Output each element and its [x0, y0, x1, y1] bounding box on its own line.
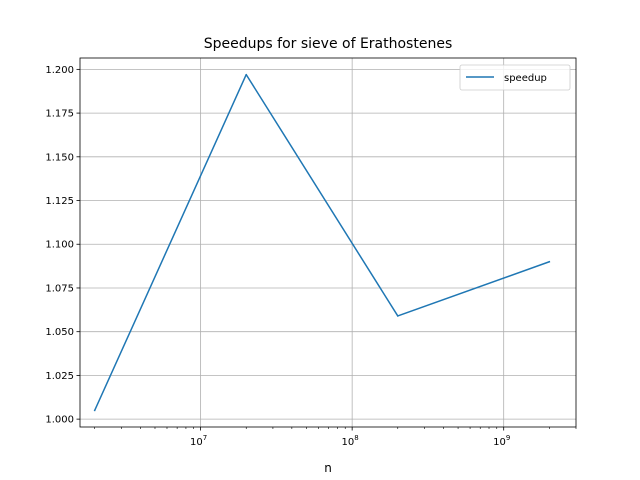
y-tick-label: 1.025: [45, 371, 74, 382]
y-tick-label: 1.050: [45, 327, 74, 338]
x-tick-base: 10: [190, 437, 203, 448]
x-tick-exponent: 9: [506, 434, 510, 442]
legend-box: [459, 64, 571, 91]
x-tick-label: 109: [493, 434, 510, 448]
x-tick-exponent: 8: [354, 434, 358, 442]
series-layer: [93, 73, 551, 412]
y-tick-label: 1.100: [45, 240, 74, 251]
y-tick-label: 1.175: [45, 109, 74, 120]
y-tick-label: 1.125: [45, 196, 74, 207]
chart-title: Speedups for sieve of Erathostenes: [204, 36, 452, 52]
legend-label: speedup: [504, 73, 547, 84]
data-point: [93, 409, 96, 412]
x-tick-base: 10: [342, 437, 355, 448]
legend: speedup: [459, 64, 571, 91]
y-tick-label: 1.075: [45, 283, 74, 294]
data-point: [548, 260, 551, 263]
x-tick-label: 108: [342, 434, 359, 448]
axes-frame: [79, 57, 577, 428]
y-tick-label: 1.200: [45, 65, 74, 76]
x-axis-label: n: [324, 461, 332, 475]
data-point: [397, 315, 399, 317]
x-tick-label: 107: [190, 434, 207, 448]
x-tick-base: 10: [493, 437, 506, 448]
y-tick-label: 1.150: [45, 152, 74, 163]
series-line-speedup: [93, 73, 551, 412]
y-tick-label: 1.000: [45, 415, 74, 426]
x-tick-exponent: 7: [203, 434, 207, 442]
ticks: 1.000 1.025 1.050 1.075 1.100 1.125 1.150 1.175…: [45, 65, 577, 448]
data-point: [245, 73, 247, 76]
